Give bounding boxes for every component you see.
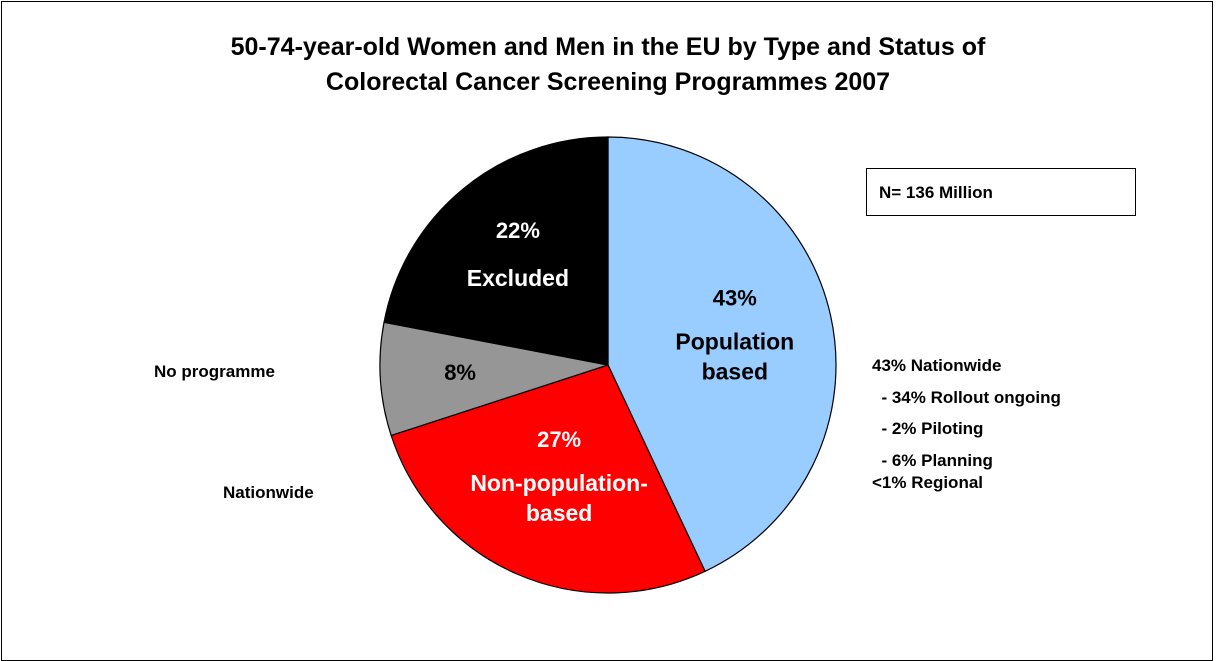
slice-percent-label-1: 27% <box>537 427 581 452</box>
label-no-programme: No programme <box>154 362 275 381</box>
chart-title-line-2: Colorectal Cancer Screening Programmes 2… <box>325 68 891 96</box>
slice-category-label-0-0: Population <box>675 329 794 355</box>
right-annotation-3: - 6% Planning <box>872 451 993 470</box>
slice-percent-label-0: 43% <box>713 285 757 310</box>
slice-category-label-3-0: Excluded <box>467 265 569 291</box>
slice-percent-label-3: 22% <box>496 218 540 243</box>
pie-slice-0 <box>607 136 837 573</box>
sample-size-note: N= 136 Million <box>866 168 1136 216</box>
chart-title-line-1: 50-74-year-old Women and Men in the EU b… <box>230 33 986 61</box>
label-nationwide-left: Nationwide <box>223 483 314 502</box>
pie-slice-3 <box>383 136 609 366</box>
right-annotation-0: 43% Nationwide <box>872 356 1002 375</box>
pie-slice-2 <box>379 321 609 437</box>
right-annotation-1: - 34% Rollout ongoing <box>872 388 1061 407</box>
slice-category-label-0-1: based <box>702 359 768 385</box>
slice-category-label-1-1: based <box>526 500 592 526</box>
pie-slice-1 <box>390 364 706 594</box>
right-annotation-2: - 2% Piloting <box>872 419 984 438</box>
slice-category-label-1-0: Non-population- <box>470 470 648 496</box>
right-annotation-4: <1% Regional <box>872 473 984 492</box>
slice-percent-label-2: 8% <box>444 360 476 385</box>
